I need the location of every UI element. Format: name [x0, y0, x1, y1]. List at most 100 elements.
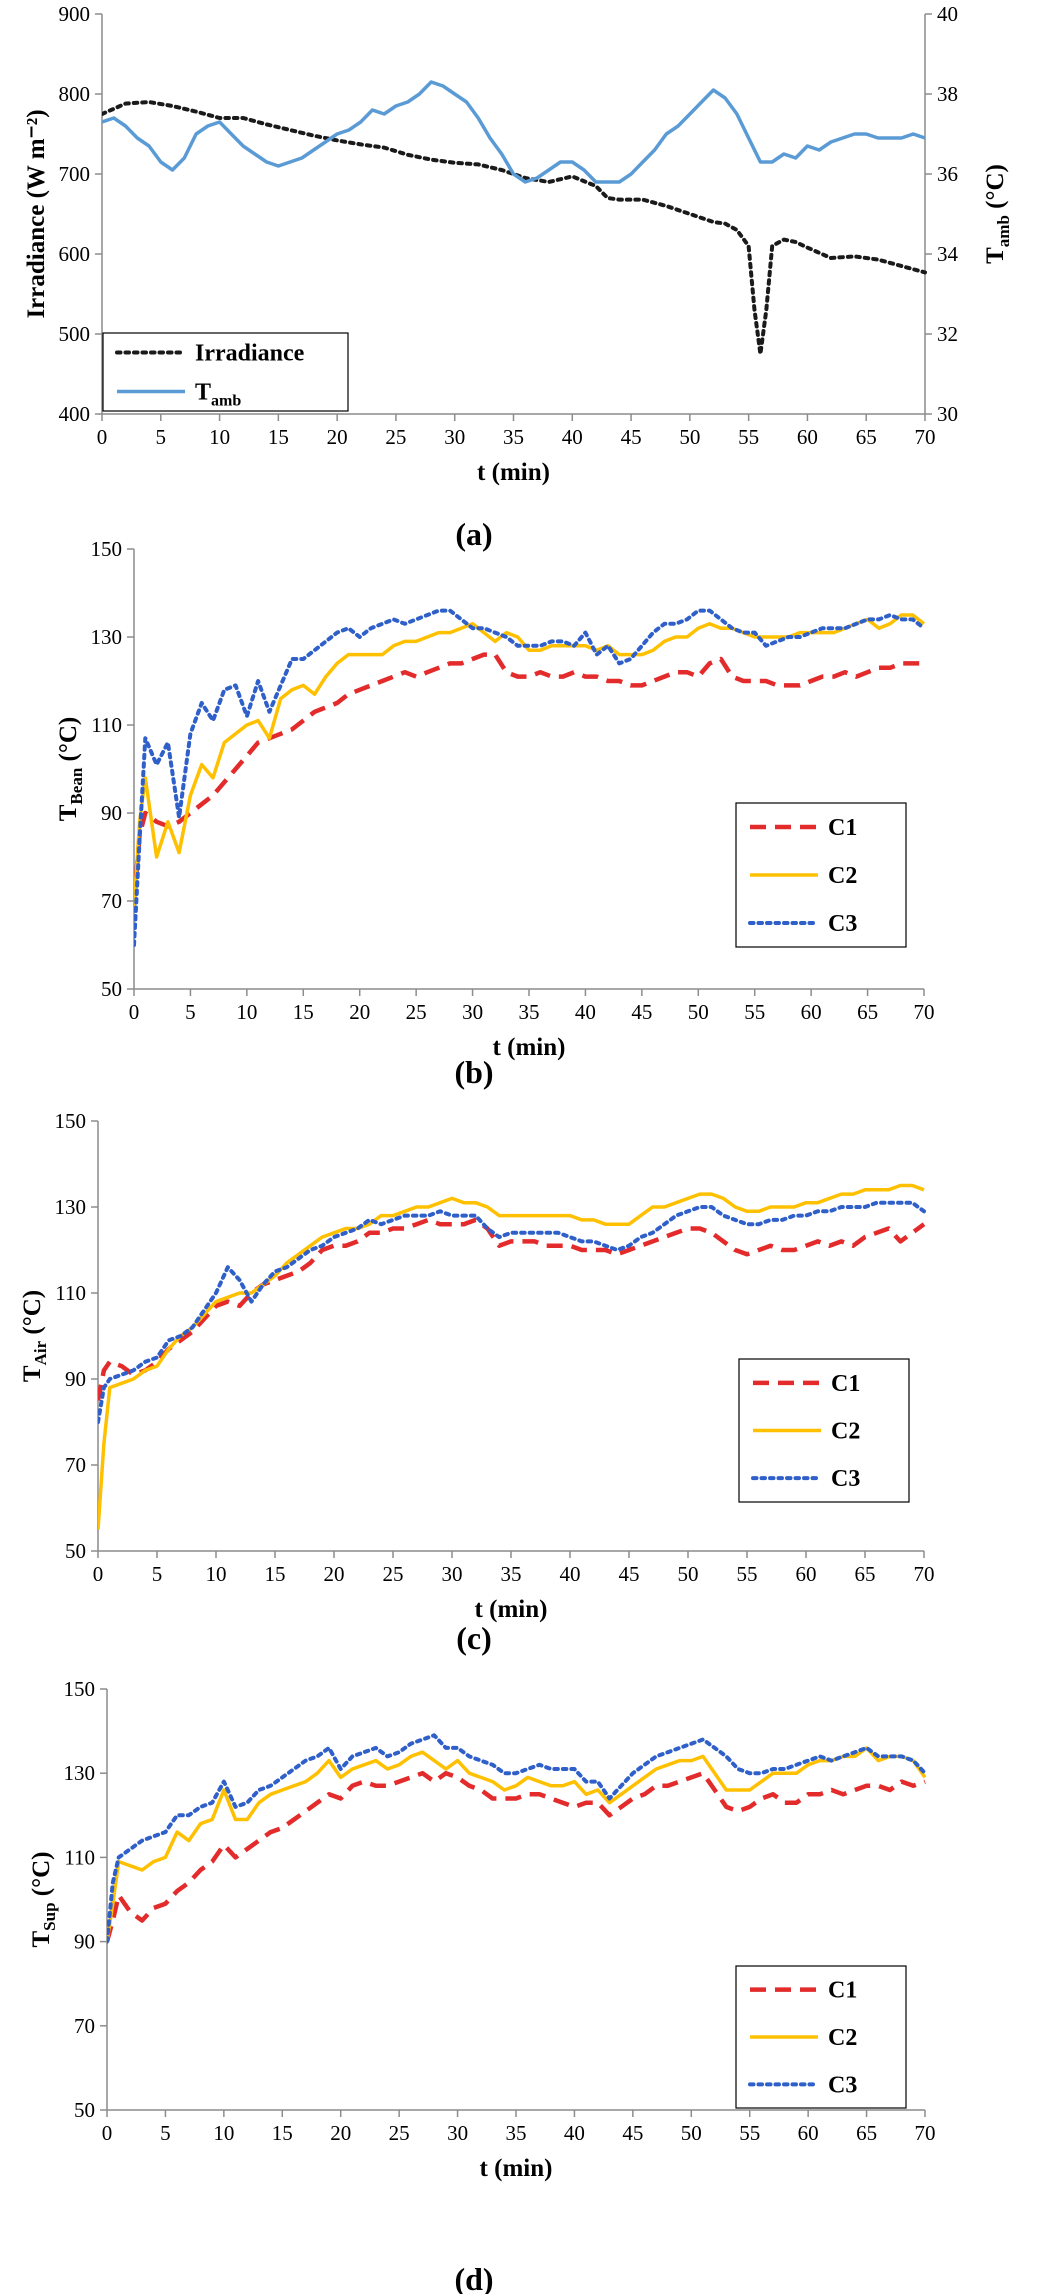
x-tick-label: 45 — [619, 1562, 640, 1586]
y-right-tick-label: 40 — [937, 2, 958, 26]
x-tick-label: 35 — [506, 2121, 527, 2145]
x-tick-label: 10 — [213, 2121, 234, 2145]
y-tick-label: 130 — [55, 1195, 87, 1219]
x-axis-title: t (min) — [477, 459, 550, 486]
x-tick-label: 5 — [185, 1000, 196, 1024]
y-right-tick-label: 32 — [937, 322, 958, 346]
x-tick-label: 60 — [797, 425, 818, 449]
y-right-tick-label: 30 — [937, 402, 958, 426]
legend-label: C1 — [828, 1978, 857, 2004]
legend-label: C1 — [831, 1371, 860, 1397]
x-tick-label: 20 — [324, 1562, 345, 1586]
y-tick-label: 500 — [59, 322, 91, 346]
y-right-tick-label: 38 — [937, 82, 958, 106]
x-tick-label: 65 — [856, 2121, 877, 2145]
x-tick-label: 20 — [327, 425, 348, 449]
x-tick-label: 40 — [564, 2121, 585, 2145]
x-tick-label: 0 — [97, 425, 108, 449]
x-tick-label: 70 — [914, 1000, 935, 1024]
x-tick-label: 65 — [856, 425, 877, 449]
x-tick-label: 30 — [462, 1000, 483, 1024]
x-tick-label: 50 — [688, 1000, 709, 1024]
panel-label: (a) — [455, 516, 492, 552]
x-tick-label: 20 — [349, 1000, 370, 1024]
y-tick-label: 90 — [74, 1930, 95, 1954]
x-tick-label: 45 — [631, 1000, 652, 1024]
y-tick-label: 150 — [55, 1109, 87, 1133]
legend-label: C3 — [831, 1466, 860, 1492]
x-tick-label: 65 — [855, 1562, 876, 1586]
x-tick-label: 5 — [156, 425, 167, 449]
x-tick-label: 30 — [447, 2121, 468, 2145]
x-tick-label: 60 — [796, 1562, 817, 1586]
x-tick-label: 60 — [798, 2121, 819, 2145]
x-tick-label: 45 — [621, 425, 642, 449]
y-axis-title: TBean (°C) — [55, 717, 86, 821]
x-tick-label: 70 — [914, 1562, 935, 1586]
x-tick-label: 5 — [160, 2121, 171, 2145]
x-tick-label: 70 — [915, 425, 936, 449]
y-tick-label: 130 — [91, 625, 123, 649]
x-tick-label: 15 — [268, 425, 289, 449]
panel-label: (d) — [454, 2261, 493, 2294]
series-line-c3 — [107, 1733, 927, 1944]
x-tick-label: 35 — [503, 425, 524, 449]
series-line-c2 — [98, 1183, 925, 1530]
y-tick-label: 90 — [101, 801, 122, 825]
y-tick-label: 110 — [55, 1281, 86, 1305]
x-tick-label: 35 — [501, 1562, 522, 1586]
chart-panel-a: 0 5 10 15 20 25 30 35 40 45 50 55 60 65 70 400 500 600 700… — [23, 2, 1013, 552]
series-line-irradiance — [102, 100, 927, 356]
x-tick-label: 0 — [129, 1000, 140, 1024]
y-tick-label: 900 — [59, 2, 91, 26]
chart-panel-b: 0 5 10 15 20 25 30 35 40 45 50 55 60 65 70 50 70 90 110 130… — [55, 537, 935, 1090]
x-tick-label: 50 — [678, 1562, 699, 1586]
x-tick-label: 55 — [739, 2121, 760, 2145]
legend-label: C3 — [828, 2072, 857, 2098]
x-tick-label: 30 — [444, 425, 465, 449]
x-axis-title: t (min) — [475, 1596, 548, 1623]
legend-label: Irradiance — [195, 341, 305, 367]
legend-label: Tamb — [195, 380, 241, 410]
y-tick-label: 150 — [91, 537, 123, 561]
y-tick-label: 70 — [65, 1453, 86, 1477]
x-tick-label: 60 — [801, 1000, 822, 1024]
legend-label: C2 — [828, 2025, 857, 2051]
y-axis-title: Irradiance (W m⁻²) — [23, 109, 50, 318]
panel-label: (b) — [454, 1054, 493, 1090]
y-tick-label: 70 — [74, 2014, 95, 2038]
x-tick-label: 25 — [385, 425, 406, 449]
x-tick-label: 25 — [383, 1562, 404, 1586]
legend-label: C2 — [831, 1419, 860, 1445]
x-tick-label: 5 — [152, 1562, 163, 1586]
x-tick-label: 50 — [681, 2121, 702, 2145]
y-axis-title: TAir (°C) — [19, 1290, 50, 1382]
series-line-c2 — [107, 1746, 927, 1942]
x-tick-label: 20 — [330, 2121, 351, 2145]
series-line-c3 — [134, 608, 926, 947]
x-tick-label: 10 — [206, 1562, 227, 1586]
y-tick-label: 150 — [64, 1677, 96, 1701]
x-tick-label: 10 — [209, 425, 230, 449]
x-axis-title: t (min) — [493, 1034, 566, 1061]
series-line-c1 — [107, 1770, 926, 1943]
y-tick-label: 110 — [64, 1845, 95, 1869]
chart-panel-d: 0 5 10 15 20 25 30 35 40 45 50 55 60 65 70 50 70 90 110 130… — [28, 1677, 936, 2294]
x-tick-label: 45 — [622, 2121, 643, 2145]
x-tick-label: 0 — [93, 1562, 104, 1586]
x-tick-label: 10 — [236, 1000, 257, 1024]
x-tick-label: 55 — [738, 425, 759, 449]
y-tick-label: 70 — [101, 889, 122, 913]
x-tick-label: 25 — [406, 1000, 427, 1024]
x-tick-label: 0 — [102, 2121, 113, 2145]
y-tick-label: 50 — [101, 977, 122, 1001]
x-tick-label: 25 — [389, 2121, 410, 2145]
y-tick-label: 110 — [91, 713, 122, 737]
x-tick-label: 35 — [519, 1000, 540, 1024]
legend-box — [102, 332, 349, 412]
legend: C1 C2 C3 — [738, 1358, 910, 1503]
series-line-c3 — [98, 1200, 926, 1424]
x-tick-label: 55 — [744, 1000, 765, 1024]
legend-label: C2 — [828, 863, 857, 889]
